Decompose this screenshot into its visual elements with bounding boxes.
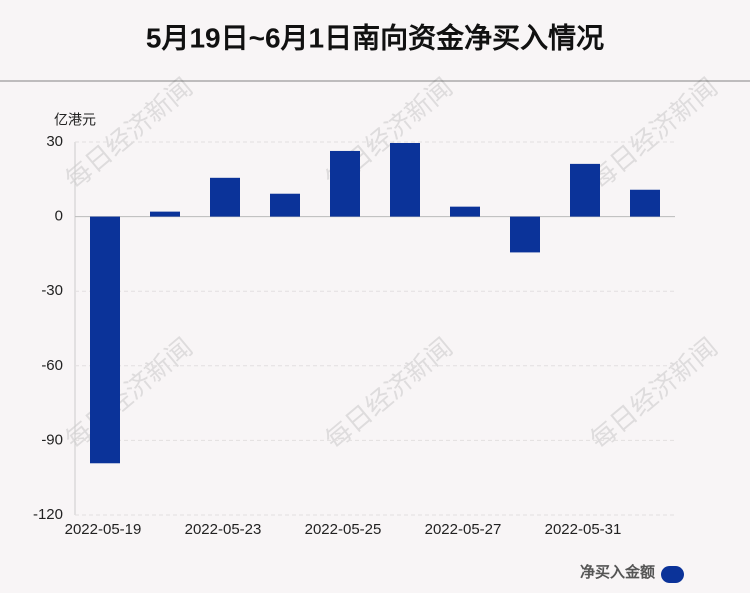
y-tick-label: 0: [55, 208, 63, 225]
x-tick-label: 2022-05-25: [305, 521, 382, 538]
legend-label: 净买入金额: [580, 563, 655, 581]
bar: [630, 189, 660, 217]
x-tick-label: 2022-05-23: [185, 521, 262, 538]
bar: [450, 206, 480, 217]
y-tick-label: -120: [33, 506, 63, 523]
y-axis-unit: 亿港元: [54, 112, 96, 128]
y-tick-label: -60: [41, 357, 63, 374]
bar: [270, 193, 300, 217]
y-tick-label: 30: [46, 133, 63, 150]
bar: [90, 216, 120, 464]
x-tick-label: 2022-05-27: [425, 521, 502, 538]
y-tick-label: -90: [41, 431, 63, 448]
bar: [510, 216, 540, 253]
bar: [390, 142, 420, 217]
bar: [570, 163, 600, 217]
bar: [210, 177, 240, 217]
legend-swatch: [661, 566, 684, 583]
chart-title: 5月19日~6月1日南向资金净买入情况: [146, 21, 604, 53]
bar: [330, 150, 360, 217]
bar: [150, 211, 180, 217]
y-tick-label: -30: [41, 282, 63, 299]
x-tick-label: 2022-05-31: [545, 521, 622, 538]
x-tick-label: 2022-05-19: [65, 521, 142, 538]
